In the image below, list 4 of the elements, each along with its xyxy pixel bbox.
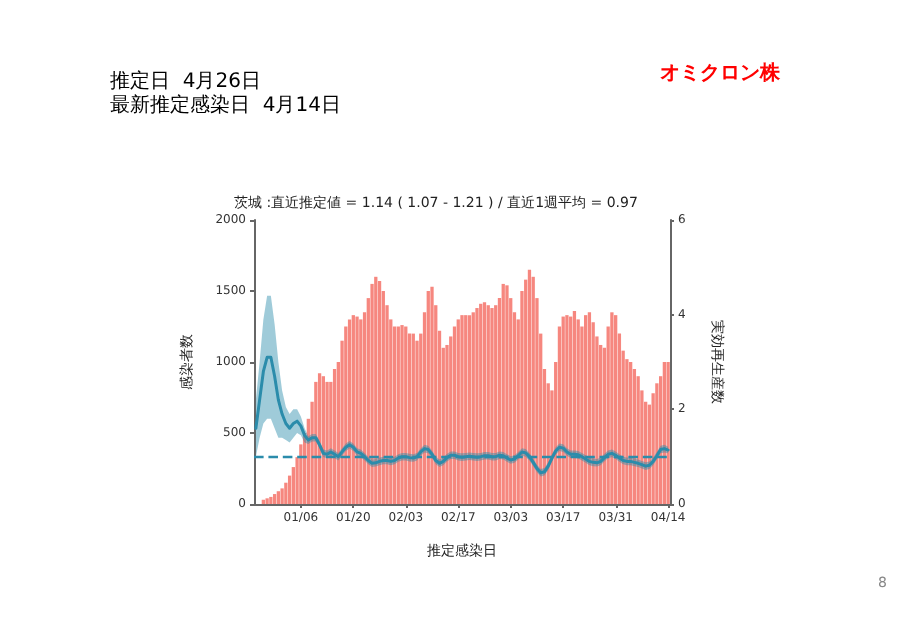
chart-subtitle: 最新推定感染日 4月14日: [110, 93, 341, 117]
text: オミクロン株: [660, 61, 782, 85]
chart-title: 推定日 4月26日: [110, 69, 261, 93]
line-series: [254, 355, 670, 475]
